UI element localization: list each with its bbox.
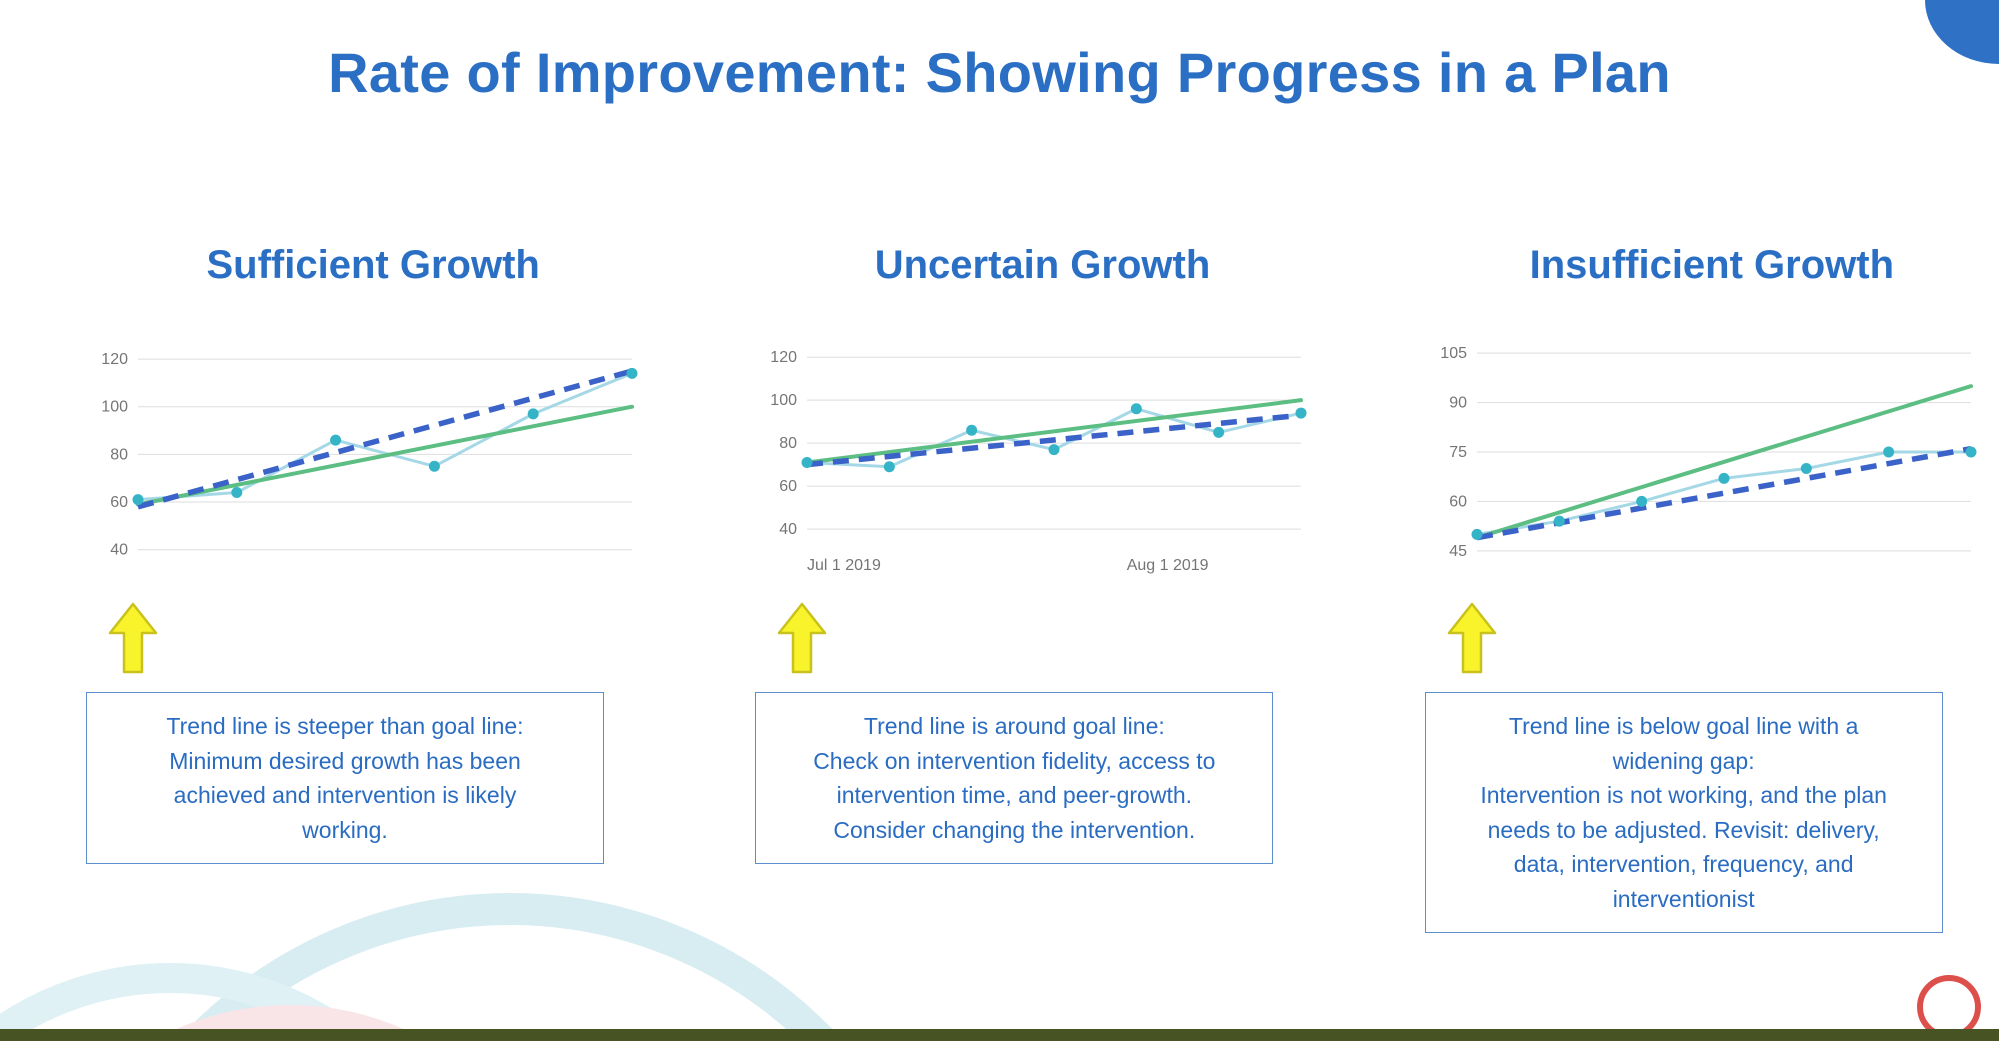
svg-text:60: 60 — [110, 494, 128, 511]
svg-text:120: 120 — [771, 349, 798, 366]
panel-uncertain-growth: Uncertain Growth 40 60 80 100 120 Jul 1 2019 A… — [755, 242, 1329, 933]
up-arrow-icon — [108, 602, 158, 674]
note-text: Trend line is below goal line with a wid… — [1480, 713, 1887, 912]
note-box-uncertain-growth: Trend line is around goal line: Check on… — [755, 692, 1274, 864]
up-arrow-icon — [108, 602, 660, 674]
uncertain-growth-chart-svg: 40 60 80 100 120 Jul 1 2019 Aug 1 2019 — [771, 349, 1307, 574]
note-text: Trend line is around goal line: Check on… — [813, 713, 1216, 843]
chart-insufficient-growth: 45 60 75 90 105 — [1425, 328, 1985, 578]
up-arrow-icon — [778, 602, 827, 674]
bottom-bar — [0, 1029, 1999, 1041]
sufficient-growth-chart-svg: 40 60 80 100 120 — [101, 351, 638, 559]
svg-text:80: 80 — [780, 435, 798, 452]
page-title: Rate of Improvement: Showing Progress in… — [328, 41, 1671, 104]
svg-text:Jul 1 2019: Jul 1 2019 — [807, 557, 881, 574]
panel-title-insufficient-growth: Insufficient Growth — [1529, 243, 1895, 287]
up-arrow-icon — [1447, 602, 1496, 674]
insufficient-growth-chart-svg: 45 60 75 90 105 — [1440, 345, 1977, 560]
svg-text:100: 100 — [771, 392, 798, 409]
note-box-sufficient-growth: Trend line is steeper than goal line: Mi… — [86, 692, 604, 864]
svg-text:120: 120 — [101, 351, 128, 368]
svg-text:40: 40 — [110, 542, 128, 559]
note-box-insufficient-growth: Trend line is below goal line with a wid… — [1424, 692, 1943, 933]
svg-text:45: 45 — [1449, 543, 1467, 560]
panels-row: Sufficient Growth 40 60 80 100 120 Trend lin… — [0, 242, 1999, 933]
panel-insufficient-growth: Insufficient Growth 45 60 75 90 105 Trend li… — [1424, 242, 1999, 933]
note-text: Trend line is steeper than goal line: Mi… — [166, 713, 524, 843]
svg-text:40: 40 — [780, 521, 798, 538]
svg-text:100: 100 — [101, 399, 128, 416]
svg-text:Aug 1 2019: Aug 1 2019 — [1127, 557, 1209, 574]
panel-sufficient-growth: Sufficient Growth 40 60 80 100 120 Trend lin… — [86, 242, 660, 933]
svg-text:105: 105 — [1440, 345, 1467, 362]
up-arrow-icon — [1447, 602, 1999, 674]
up-arrow-icon — [777, 602, 1329, 674]
panel-title-sufficient-growth: Sufficient Growth — [206, 243, 540, 287]
chart-uncertain-growth: 40 60 80 100 120 Jul 1 2019 Aug 1 2019 — [755, 328, 1315, 578]
svg-text:90: 90 — [1449, 395, 1467, 412]
svg-text:60: 60 — [780, 478, 798, 495]
svg-text:60: 60 — [1449, 493, 1467, 510]
chart-sufficient-growth: 40 60 80 100 120 — [86, 328, 646, 578]
svg-text:80: 80 — [110, 446, 128, 463]
svg-text:75: 75 — [1449, 444, 1467, 461]
panel-title-uncertain-growth: Uncertain Growth — [874, 243, 1211, 287]
